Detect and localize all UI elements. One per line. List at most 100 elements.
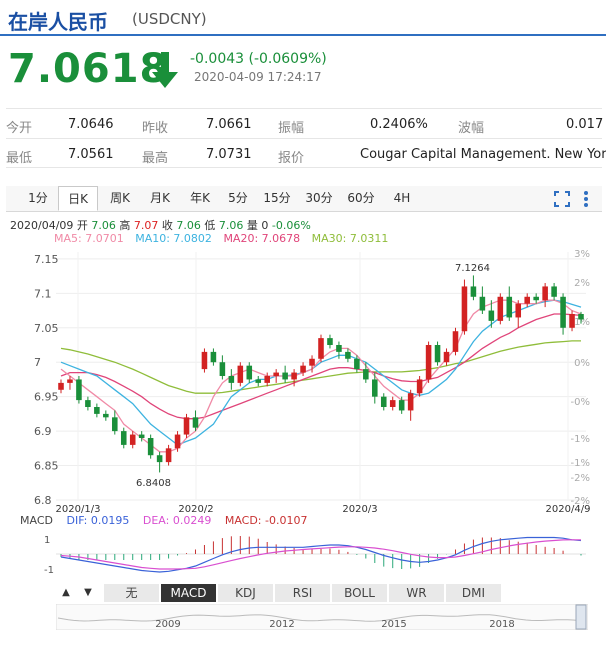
candle-body [434,345,441,363]
ma-legend: MA5: 7.0701 MA10: 7.0802 MA20: 7.0678 MA… [54,232,396,245]
candle-body [246,365,253,380]
macd-value-label: MACD: -0.0107 [224,514,308,527]
tab-15min[interactable]: 15分 [263,191,291,205]
stats-table: 今开 7.0646 昨收 7.0661 振幅 0.2406% 波幅 0.017 … [6,108,606,168]
candlestick-chart[interactable]: 7.15 7.1 7.05 7 6.95 6.9 6.85 6.8 3% 2% 1% 0% -0% -1%… [0,244,606,544]
indicator-tab-kdj[interactable]: KDJ [218,584,274,602]
x-tick-label: 2020/3 [342,504,377,515]
tab-1min[interactable]: 1分 [28,191,48,205]
pct-tick-label: 0% [574,358,590,369]
pct-tick-label: -1% [571,434,590,445]
pct-tick-label: -2% [571,496,590,507]
x-tick-label: 2020/1/3 [56,504,101,515]
pct-tick-label: -0% [571,397,590,408]
pct-tick-label: -1% [571,458,590,469]
candle-body [461,286,468,332]
ohlc-volume-label: 量 [246,219,258,232]
quote-source-value: Cougar Capital Management. New York [360,147,606,162]
open-value: 7.0646 [68,117,114,132]
candle-body [452,331,459,352]
ohlc-high: 7.07 [133,219,159,232]
timeline-year-label: 2018 [489,619,514,630]
wave-label: 波幅 [458,121,485,136]
candle-body [300,365,306,373]
high-label: 最高 [142,151,169,166]
tab-4h[interactable]: 4H [393,191,411,205]
low-value: 7.0561 [68,147,114,162]
candle-body [407,393,414,411]
candle-body [479,296,486,311]
candle-body [318,338,324,359]
y-tick-label: 6.95 [34,391,59,404]
candle-body [569,314,575,328]
max-annotation: 7.1264 [455,263,490,274]
candle-body [506,296,513,318]
candle-body [120,431,127,445]
indicator-tab-rsi[interactable]: RSI [275,584,331,602]
scroll-up-button[interactable]: ▲ [62,587,70,598]
candle-body [255,379,262,383]
timeline-navigator[interactable]: 2009 2012 2015 2018 [56,604,588,630]
ma20-line [60,313,582,420]
candle-body [488,310,495,321]
scroll-down-button[interactable]: ▼ [84,587,92,598]
tab-5min[interactable]: 5分 [228,191,248,205]
ohlc-low: 7.06 [218,219,244,232]
x-tick-label: 2020/4/9 [546,504,591,515]
instrument-name: 在岸人民币 [8,10,108,34]
timeline-year-label: 2015 [381,619,406,630]
stats-row: 最低 7.0561 最高 7.0731 报价 Cougar Capital Ma… [6,138,606,168]
quote-source-label: 报价 [278,151,305,166]
high-value: 7.0731 [206,147,252,162]
ma5-label: MA5: 7.0701 [54,232,124,245]
tab-yearly[interactable]: 年K [190,191,210,205]
y-tick-label: 7.1 [34,287,52,300]
timeline-handle [575,604,587,630]
candle-body [264,376,270,383]
indicator-tab-boll[interactable]: BOLL [332,584,388,602]
macd-title: MACD [20,514,53,527]
ohlc-volume: 0 [261,219,269,232]
tab-60min[interactable]: 60分 [347,191,375,205]
candle-body [156,455,163,463]
candle-body [103,413,109,418]
candle-body [443,351,450,363]
candle-body [291,372,297,380]
indicator-tab-wr[interactable]: WR [389,584,445,602]
tab-weekly[interactable]: 周K [110,191,130,205]
candle-body [237,365,244,383]
tab-daily[interactable]: 日K [58,186,98,211]
more-icon[interactable] [582,190,590,208]
candle-body [515,303,522,318]
macd-chart[interactable]: 1 -1 [0,526,606,582]
dea-label: DEA: 0.0249 [142,514,212,527]
tab-monthly[interactable]: 月K [150,191,170,205]
pct-tick-label: 3% [574,249,590,260]
candle-body [192,417,199,428]
candle-body [58,382,64,390]
indicator-tab-dmi[interactable]: DMI [446,584,502,602]
pct-tick-label: 1% [574,317,590,328]
y-tick-label: 7.05 [34,322,59,335]
candle-body [76,379,82,401]
prev-close-value: 7.0661 [206,117,252,132]
last-price: 7.0618 [8,46,169,92]
header-bar: 在岸人民币 (USDCNY) [0,0,606,36]
pct-tick-label: 2% [574,278,590,289]
candle-body [389,400,396,407]
low-label: 最低 [6,151,33,166]
macd-y-tick: 1 [44,535,50,546]
ma30-line [60,340,581,394]
ma10-label: MA10: 7.0802 [135,232,212,245]
indicator-tab-macd[interactable]: MACD [161,584,217,602]
dea-line [60,539,581,570]
macd-y-tick: -1 [44,565,54,576]
fullscreen-icon[interactable] [554,191,570,207]
candle-body [363,369,369,380]
ma30-label: MA30: 7.0311 [311,232,389,245]
min-annotation: 6.8408 [136,478,171,489]
dif-label: DIF: 0.0195 [66,514,130,527]
tab-30min[interactable]: 30分 [305,191,333,205]
candle-body [551,286,557,297]
indicator-tab-none[interactable]: 无 [104,584,160,602]
